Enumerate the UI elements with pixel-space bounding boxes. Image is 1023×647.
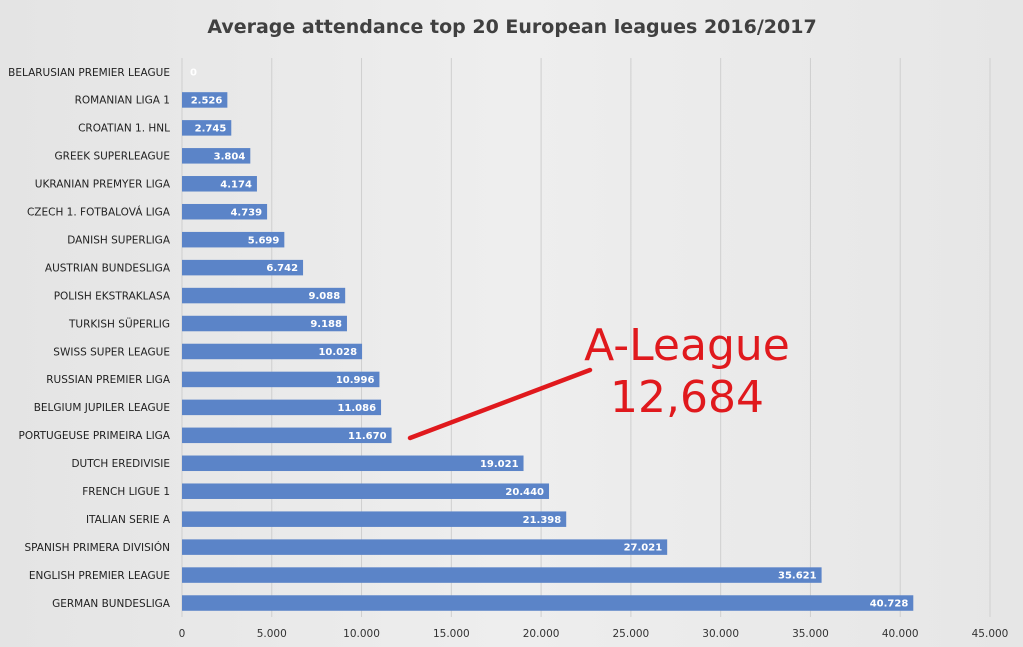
- data-label: 0: [190, 68, 197, 79]
- bar: [182, 595, 914, 611]
- bar: [182, 427, 392, 444]
- annotation: A-League 12,684: [407, 320, 790, 441]
- category-label: BELGIUM JUPILER LEAGUE: [34, 402, 170, 414]
- category-label: ENGLISH PREMIER LEAGUE: [29, 570, 170, 582]
- x-tick-label: 0: [179, 628, 186, 640]
- category-label: SPANISH PRIMERA DIVISIÓN: [24, 541, 170, 554]
- x-tick-labels: 0 5.000 10.000 15.000 20.000 25.000 30.000 35.0…: [179, 628, 1009, 640]
- category-label: ITALIAN SERIE A: [86, 514, 171, 526]
- category-label: POLISH EKSTRAKLASA: [54, 290, 171, 302]
- x-tick-label: 15.000: [433, 628, 470, 640]
- x-tick-label: 35.000: [792, 628, 829, 640]
- bar: [182, 455, 524, 472]
- data-label: 27.021: [624, 543, 663, 554]
- annotation-arrow: [407, 367, 593, 441]
- category-label: UKRANIAN PREMYER LIGA: [35, 179, 171, 191]
- data-label: 9.088: [309, 291, 341, 302]
- bar: [182, 148, 251, 164]
- data-label: 5.699: [248, 235, 280, 246]
- bar: [182, 567, 822, 583]
- x-tick-label: 30.000: [702, 628, 739, 640]
- data-label: 11.670: [348, 431, 387, 442]
- data-label: 4.739: [230, 207, 262, 218]
- data-label: 10.996: [336, 375, 375, 386]
- x-tick-label: 40.000: [882, 628, 919, 640]
- x-tick-label: 20.000: [523, 628, 560, 640]
- category-label: BELARUSIAN PREMIER LEAGUE: [8, 67, 170, 79]
- data-label: 35.621: [778, 571, 817, 582]
- data-label: 3.804: [214, 151, 246, 162]
- x-tick-label: 45.000: [972, 628, 1009, 640]
- category-label: PORTUGEUSE PRIMEIRA LIGA: [19, 430, 171, 442]
- data-label: 2.526: [191, 96, 223, 107]
- category-label: RUSSIAN PREMIER LIGA: [46, 374, 171, 386]
- bar: [182, 259, 304, 276]
- chart-title: Average attendance top 20 European leagu…: [207, 16, 816, 38]
- bar: [182, 203, 268, 220]
- bar: [182, 120, 232, 136]
- bars: 0 2.526 2.745 3.804 4.174 4.739 5.699 6.742 9.08…: [182, 68, 914, 611]
- bar: [182, 176, 257, 192]
- data-label: 4.174: [220, 179, 252, 190]
- bar: [182, 371, 380, 388]
- bar: [182, 92, 228, 108]
- data-label: 21.398: [523, 515, 562, 526]
- data-label: 20.440: [505, 487, 544, 498]
- category-label: GERMAN BUNDESLIGA: [52, 598, 171, 610]
- category-label: DANISH SUPERLIGA: [67, 234, 171, 246]
- bar: [182, 231, 285, 248]
- x-tick-label: 5.000: [257, 628, 287, 640]
- bar: [182, 511, 567, 527]
- data-label: 40.728: [870, 599, 909, 610]
- category-label: CROATIAN 1. HNL: [78, 123, 170, 135]
- category-label: CZECH 1. FOTBALOVÁ LIGA: [27, 206, 171, 219]
- annotation-value: 12,684: [610, 372, 764, 423]
- category-label: AUSTRIAN BUNDESLIGA: [45, 262, 171, 274]
- category-label: FRENCH LIGUE 1: [82, 486, 170, 498]
- category-label: DUTCH EREDIVISIE: [71, 458, 170, 470]
- data-label: 11.086: [337, 403, 376, 414]
- category-label: SWISS SUPER LEAGUE: [53, 346, 170, 358]
- bar: [182, 287, 346, 304]
- data-label: 9.188: [310, 319, 342, 330]
- gridlines: [181, 58, 991, 617]
- category-label: ROMANIAN LIGA 1: [75, 95, 170, 107]
- data-label: 10.028: [318, 347, 357, 358]
- data-label: 6.742: [266, 263, 298, 274]
- x-tick-label: 25.000: [613, 628, 650, 640]
- bar: [182, 399, 382, 416]
- bar: [182, 343, 363, 360]
- data-label: 19.021: [480, 459, 519, 470]
- data-label: 2.745: [195, 123, 227, 134]
- category-label: TURKISH SÜPERLIG: [68, 317, 170, 330]
- category-label: GREEK SUPERLEAGUE: [55, 151, 170, 163]
- annotation-label: A-League: [584, 320, 790, 371]
- bar: [182, 315, 347, 332]
- category-labels: BELARUSIAN PREMIER LEAGUE ROMANIAN LIGA 1…: [8, 67, 171, 610]
- bar: [182, 483, 550, 499]
- x-tick-label: 10.000: [343, 628, 380, 640]
- bar: [182, 539, 668, 555]
